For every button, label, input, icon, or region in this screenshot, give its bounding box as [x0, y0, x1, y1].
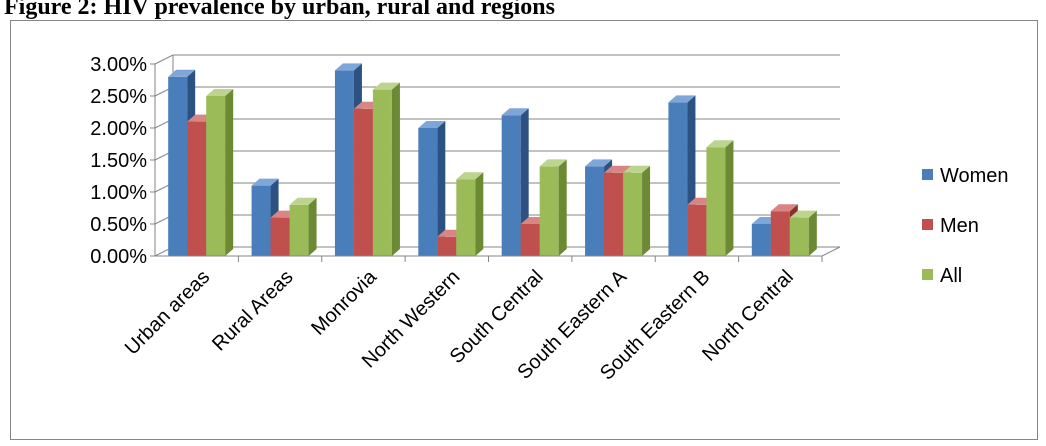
bar-all-north-central-top	[789, 210, 817, 218]
bar-all-north-western-front	[456, 179, 476, 256]
bar-women-urban-areas-front	[168, 76, 188, 256]
bar-all-urban-areas	[206, 89, 234, 256]
bars	[168, 63, 817, 257]
y-tick-label: 2.50%	[90, 86, 147, 108]
bar-all-north-western-side	[475, 172, 484, 256]
bar-women-north-western	[418, 121, 446, 256]
legend-swatch-all	[922, 269, 933, 280]
bar-all-south-central-front	[539, 166, 559, 256]
bar-women-north-central-front	[751, 224, 771, 256]
x-tick-label-urban-areas: Urban areas	[121, 266, 214, 359]
bar-all-urban-areas-top	[206, 89, 234, 96]
bar-all-north-central-front	[789, 217, 809, 256]
bar-women-rural-areas-front	[251, 185, 271, 256]
bar-women-monrovia-top	[334, 63, 362, 71]
figure-caption: Figure 2: HIV prevalence by urban, rural…	[4, 0, 555, 20]
gridline-depth	[154, 54, 174, 65]
y-tick-label: 2.00%	[90, 118, 147, 140]
y-tick-label: 0.00%	[90, 246, 147, 268]
bar-all-south-eastern-b-top	[706, 140, 734, 148]
bar-all-south-central-side	[558, 159, 567, 256]
legend-item-all: All	[922, 265, 962, 287]
bar-women-south-central-front	[501, 115, 521, 256]
bar-women-north-western-top	[418, 121, 446, 128]
bar-women-urban-areas-top	[168, 69, 196, 77]
bar-men-north-western-front	[437, 236, 457, 256]
bar-all-north-western	[456, 172, 484, 256]
bar-all-south-eastern-a-top	[623, 165, 651, 173]
y-tick-label: 3.00%	[90, 54, 147, 76]
bar-all-north-western-top	[456, 172, 484, 180]
y-tick-label: 1.00%	[90, 182, 147, 204]
legend-label-all: All	[940, 265, 962, 287]
legend-label-women: Women	[940, 165, 1009, 187]
bar-all-rural-areas-side	[308, 197, 317, 256]
bar-women-south-eastern-a-top	[585, 159, 613, 167]
bar-all-north-central-side	[808, 210, 817, 256]
y-tick-label: 1.50%	[90, 150, 147, 172]
legend-item-women: Women	[922, 165, 1009, 187]
bar-all-monrovia	[372, 82, 400, 256]
bar-women-south-eastern-b-top	[668, 95, 696, 103]
bar-women-south-eastern-b-front	[668, 102, 688, 257]
bar-all-south-eastern-a	[623, 165, 651, 256]
legend-item-men: Men	[922, 215, 979, 237]
x-tick-label-rural-areas: Rural Areas	[208, 266, 297, 355]
bar-all-monrovia-top	[372, 82, 400, 90]
bar-all-rural-areas	[289, 197, 317, 256]
bar-all-south-eastern-b	[706, 140, 734, 256]
bar-all-south-eastern-b-side	[725, 140, 734, 256]
bar-men-south-eastern-a-front	[604, 172, 624, 256]
bar-women-north-western-side	[437, 121, 446, 256]
bar-men-south-eastern-b-front	[687, 204, 707, 256]
y-axis: 0.00% 0.50% 1.00% 1.50% 2.00% 2.50% 3.00%	[90, 54, 155, 268]
bar-all-south-central-top	[539, 159, 567, 167]
bar-all-monrovia-side	[391, 82, 400, 256]
bar-men-south-eastern-a-top	[604, 165, 632, 173]
bar-men-monrovia-front	[353, 108, 373, 256]
bar-all-south-eastern-a-side	[642, 165, 651, 256]
x-tick-label-monrovia: Monrovia	[307, 265, 381, 339]
bar-all-south-eastern-a-front	[623, 172, 643, 256]
bar-all-south-central	[539, 159, 567, 256]
bar-women-south-central-top	[501, 108, 529, 116]
legend-swatch-men	[922, 219, 933, 230]
y-tick-label: 0.50%	[90, 214, 147, 236]
legend: Women Men All	[922, 165, 1009, 287]
bar-men-rural-areas-front	[270, 217, 290, 256]
floor-right-edge	[821, 246, 841, 257]
bar-all-urban-areas-side	[225, 89, 234, 256]
bar-women-north-western-front	[418, 128, 438, 256]
bar-men-north-central-top	[770, 204, 798, 212]
bar-all-urban-areas-front	[206, 96, 226, 256]
bar-all-south-eastern-b-front	[706, 147, 726, 256]
legend-label-men: Men	[940, 215, 979, 237]
bar-men-north-central-front	[770, 211, 790, 256]
legend-swatch-women	[922, 169, 933, 180]
bar-women-south-eastern-a-front	[585, 166, 605, 256]
bar-all-north-central	[789, 210, 817, 256]
bar-all-rural-areas-top	[289, 197, 317, 205]
bar-men-urban-areas-front	[187, 121, 207, 256]
bar-women-rural-areas-top	[251, 178, 279, 186]
bar-all-rural-areas-front	[289, 204, 309, 256]
bar-all-monrovia-front	[372, 89, 392, 256]
bar-men-south-central-front	[520, 224, 540, 256]
bar-women-monrovia-front	[334, 70, 354, 257]
